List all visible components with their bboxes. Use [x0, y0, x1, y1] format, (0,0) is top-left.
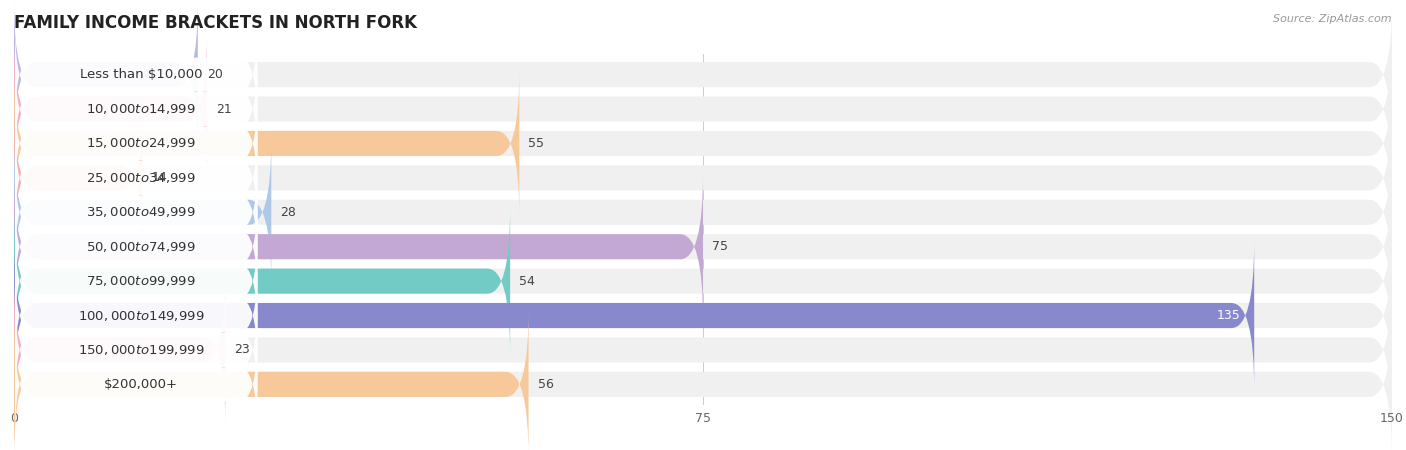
FancyBboxPatch shape [15, 57, 257, 161]
Text: $10,000 to $14,999: $10,000 to $14,999 [86, 102, 195, 116]
Text: $50,000 to $74,999: $50,000 to $74,999 [86, 240, 195, 254]
Text: 14: 14 [152, 171, 167, 184]
FancyBboxPatch shape [14, 1, 198, 148]
FancyBboxPatch shape [15, 333, 257, 436]
Text: $100,000 to $149,999: $100,000 to $149,999 [77, 309, 204, 323]
Text: 75: 75 [713, 240, 728, 253]
Text: $75,000 to $99,999: $75,000 to $99,999 [86, 274, 195, 288]
FancyBboxPatch shape [14, 242, 1392, 389]
Text: 56: 56 [537, 378, 554, 391]
Text: 135: 135 [1216, 309, 1240, 322]
FancyBboxPatch shape [14, 207, 510, 355]
Text: 28: 28 [280, 206, 297, 219]
FancyBboxPatch shape [14, 104, 142, 252]
FancyBboxPatch shape [14, 70, 1392, 217]
Text: $150,000 to $199,999: $150,000 to $199,999 [77, 343, 204, 357]
FancyBboxPatch shape [15, 92, 257, 195]
Text: 54: 54 [519, 274, 536, 288]
FancyBboxPatch shape [14, 36, 1392, 183]
FancyBboxPatch shape [15, 230, 257, 333]
Text: $200,000+: $200,000+ [104, 378, 177, 391]
FancyBboxPatch shape [15, 298, 257, 402]
Text: 20: 20 [207, 68, 222, 81]
FancyBboxPatch shape [14, 139, 271, 286]
Text: $15,000 to $24,999: $15,000 to $24,999 [86, 136, 195, 150]
Text: $25,000 to $34,999: $25,000 to $34,999 [86, 171, 195, 185]
Text: FAMILY INCOME BRACKETS IN NORTH FORK: FAMILY INCOME BRACKETS IN NORTH FORK [14, 14, 418, 32]
FancyBboxPatch shape [14, 173, 703, 320]
FancyBboxPatch shape [14, 36, 207, 183]
Text: Source: ZipAtlas.com: Source: ZipAtlas.com [1274, 14, 1392, 23]
FancyBboxPatch shape [14, 242, 1254, 389]
FancyBboxPatch shape [15, 126, 257, 230]
FancyBboxPatch shape [14, 70, 519, 217]
Text: 55: 55 [529, 137, 544, 150]
FancyBboxPatch shape [14, 173, 1392, 320]
FancyBboxPatch shape [14, 1, 1392, 148]
FancyBboxPatch shape [15, 264, 257, 367]
FancyBboxPatch shape [14, 311, 529, 450]
FancyBboxPatch shape [15, 195, 257, 298]
Text: Less than $10,000: Less than $10,000 [80, 68, 202, 81]
FancyBboxPatch shape [14, 104, 1392, 252]
Text: $35,000 to $49,999: $35,000 to $49,999 [86, 205, 195, 219]
FancyBboxPatch shape [14, 207, 1392, 355]
FancyBboxPatch shape [15, 161, 257, 264]
Text: 23: 23 [235, 343, 250, 356]
FancyBboxPatch shape [14, 139, 1392, 286]
FancyBboxPatch shape [14, 311, 1392, 450]
FancyBboxPatch shape [14, 276, 225, 423]
Text: 21: 21 [217, 103, 232, 116]
FancyBboxPatch shape [14, 276, 1392, 423]
FancyBboxPatch shape [15, 23, 257, 126]
